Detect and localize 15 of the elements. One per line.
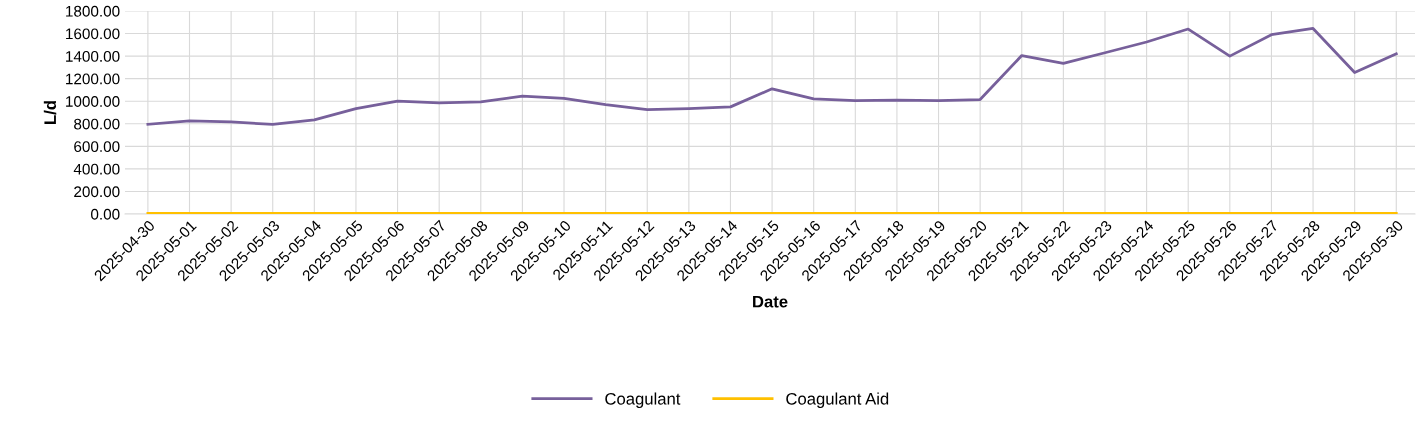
y-tick-label: 1400.00 (66, 50, 120, 62)
y-tick-label: 1000.00 (66, 96, 120, 107)
legend-label: Coagulant (605, 392, 681, 408)
y-tick-label: 400.00 (73, 163, 120, 175)
line-series (146, 27, 1398, 126)
y-tick-label: 1200.00 (66, 73, 120, 85)
y-axis-title: L/d (43, 101, 57, 124)
x-axis-title: Date (753, 295, 788, 308)
y-tick-label: 1800.00 (66, 5, 120, 17)
legend-label: Coagulant Aid (786, 392, 889, 408)
y-tick-label: 800.00 (74, 118, 120, 130)
y-tick-label: 1600.00 (66, 28, 120, 40)
y-tick-label: 0.00 (91, 208, 120, 220)
y-tick-label: 600.00 (74, 141, 120, 153)
y-tick-label: 200.00 (74, 186, 120, 198)
